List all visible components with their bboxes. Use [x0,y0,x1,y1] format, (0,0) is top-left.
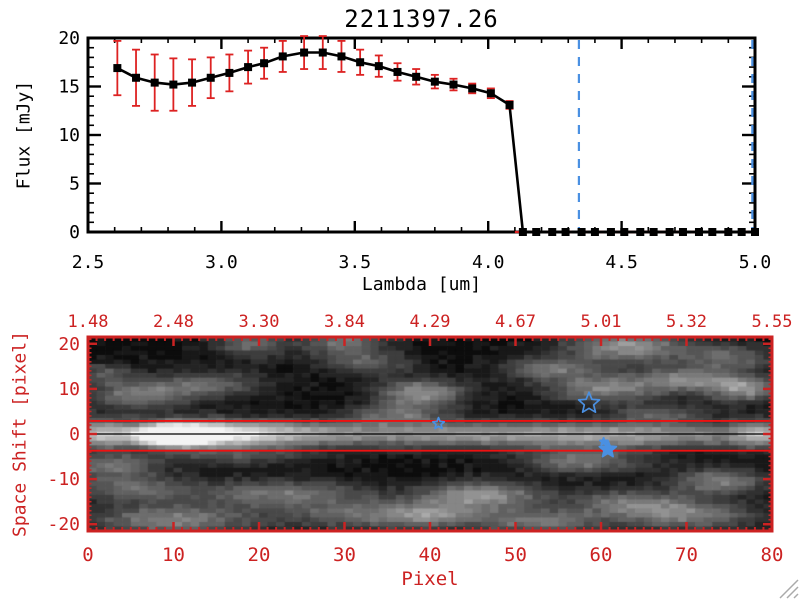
data-point-marker [244,63,253,72]
y-tick-label: 0 [69,222,80,243]
data-point-marker [374,62,383,71]
x-tick-label: 40 [419,544,442,566]
data-point-marker [532,228,541,236]
grip-line [779,579,799,599]
data-point-marker [678,228,687,236]
data-point-marker [486,89,495,98]
data-point-marker [113,64,122,73]
spectrum-line [116,51,755,234]
data-point-marker [356,58,365,67]
data-point-marker [278,52,287,61]
x-tick-label: 10 [162,544,185,566]
data-point-marker [150,78,159,87]
data-point-marker [665,228,674,236]
y-tick-label: 0 [69,424,80,445]
spectral-image [88,337,772,531]
data-point-marker [132,73,141,82]
y-tick-label: 20 [58,334,80,355]
data-point-marker [636,228,645,236]
wavelength-top-label: 5.32 [666,312,707,332]
x-tick-label: 3.5 [339,252,372,273]
y-tick-label: 10 [58,379,80,400]
wavelength-top-label: 2.48 [153,312,194,332]
y-tick-label: -20 [47,514,80,535]
x-tick-label: 4.5 [605,252,638,273]
data-point-marker [318,48,327,57]
wavelength-top-label: 3.84 [324,312,365,332]
y-tick-label: 15 [58,77,80,98]
data-point-marker [260,59,269,68]
data-point-marker [449,80,458,89]
data-point-marker [708,228,717,236]
x-tick-label: 0 [82,544,93,566]
grip-line [786,586,799,599]
data-point-marker [169,80,178,89]
x-tick-label: 80 [761,544,784,566]
data-point-marker [561,228,570,236]
wavelength-top-label: 4.67 [495,312,536,332]
plot-frame [86,36,757,234]
x-axis-label-lambda: Lambda [um] [361,274,482,295]
data-point-marker [548,228,557,236]
data-point-marker [751,228,759,236]
y-tick-label: 20 [58,28,80,49]
data-point-marker [518,228,527,236]
data-point-marker [606,228,615,236]
resize-grip-icon[interactable] [778,578,800,600]
data-point-marker [393,67,402,76]
x-tick-label: 50 [504,544,527,566]
grip-line [793,593,799,599]
wavelength-top-label: 4.29 [410,312,451,332]
wavelength-top-label: 3.30 [239,312,280,332]
data-point-marker [620,228,629,236]
x-tick-label: 4.0 [472,252,505,273]
data-point-marker [430,77,439,86]
x-axis-label-pixel: Pixel [401,568,459,590]
data-point-marker [337,52,346,61]
data-point-marker [590,228,599,236]
y-tick-label: 10 [58,125,80,146]
data-point-marker [188,78,197,87]
data-point-marker [468,84,477,93]
data-point-marker [737,228,746,236]
data-point-marker [206,73,215,82]
data-point-marker [649,228,658,236]
x-tick-label: 60 [590,544,613,566]
data-point-marker [300,48,309,57]
y-axis-label-flux: Flux [mJy] [13,80,35,190]
data-point-marker [505,100,514,109]
data-point-marker [225,68,234,77]
wavelength-top-label: 5.55 [752,312,793,332]
y-axis-label-space-shift: Space Shift [pixel] [9,331,31,537]
x-tick-label: 30 [333,544,356,566]
data-point-marker [577,228,586,236]
data-point-marker [694,228,703,236]
wavelength-top-label: 1.48 [68,312,109,332]
x-tick-label: 5.0 [739,252,772,273]
page-title: 2211397.26 [344,5,499,33]
wavelength-top-label: 5.01 [581,312,622,332]
x-tick-label: 3.0 [205,252,238,273]
data-point-marker [412,72,421,81]
y-tick-label: -10 [47,469,80,490]
x-tick-label: 70 [675,544,698,566]
x-tick-label: 2.5 [72,252,105,273]
data-point-marker [724,228,733,236]
y-tick-label: 5 [69,174,80,195]
x-tick-label: 20 [248,544,271,566]
